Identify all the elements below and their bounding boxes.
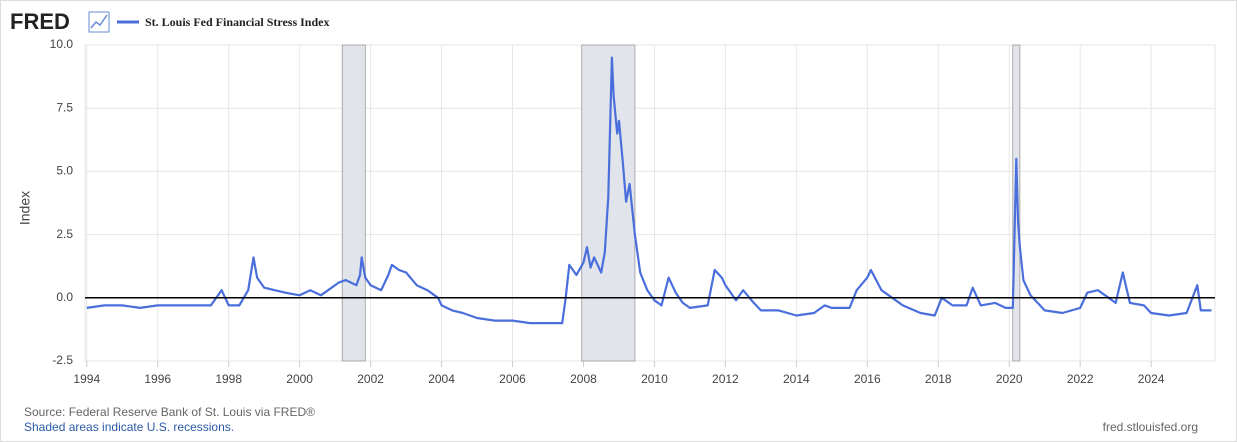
plot-area — [84, 44, 1216, 362]
y-axis-label: Index — [17, 191, 33, 225]
x-tick-label: 2002 — [357, 372, 384, 386]
y-tick-label: 10.0 — [50, 37, 74, 51]
legend-label: St. Louis Fed Financial Stress Index — [145, 15, 329, 29]
source-note: Source: Federal Reserve Bank of St. Loui… — [24, 405, 315, 419]
x-tick-label: 2012 — [712, 372, 739, 386]
x-tick-label: 1998 — [215, 372, 242, 386]
x-tick-label: 2020 — [996, 372, 1023, 386]
logo-icon — [88, 11, 110, 33]
y-tick-label: 7.5 — [56, 100, 73, 114]
x-tick-label: 2008 — [570, 372, 597, 386]
x-tick-label: 2000 — [286, 372, 313, 386]
x-tick-label: 2016 — [854, 372, 881, 386]
x-tick-label: 2024 — [1138, 372, 1165, 386]
x-tick-label: 2018 — [925, 372, 952, 386]
x-tick-label: 2014 — [783, 372, 810, 386]
site-url[interactable]: fred.stlouisfed.org — [1103, 420, 1198, 434]
x-tick-label: 2010 — [641, 372, 668, 386]
recession-note[interactable]: Shaded areas indicate U.S. recessions. — [24, 420, 234, 434]
x-tick-label: 2006 — [499, 372, 526, 386]
recession-band — [341, 44, 366, 362]
y-tick-label: 2.5 — [56, 227, 73, 241]
x-tick-label: 1994 — [73, 372, 100, 386]
x-tick-label: 2022 — [1067, 372, 1094, 386]
x-tick-label: 2004 — [428, 372, 455, 386]
y-tick-label: 5.0 — [56, 164, 73, 178]
y-tick-label: -2.5 — [52, 353, 73, 367]
y-tick-label: 0.0 — [56, 290, 73, 304]
x-tick-label: 1996 — [144, 372, 171, 386]
series-line — [86, 56, 1212, 325]
brand-logo[interactable]: FRED — [10, 9, 70, 34]
